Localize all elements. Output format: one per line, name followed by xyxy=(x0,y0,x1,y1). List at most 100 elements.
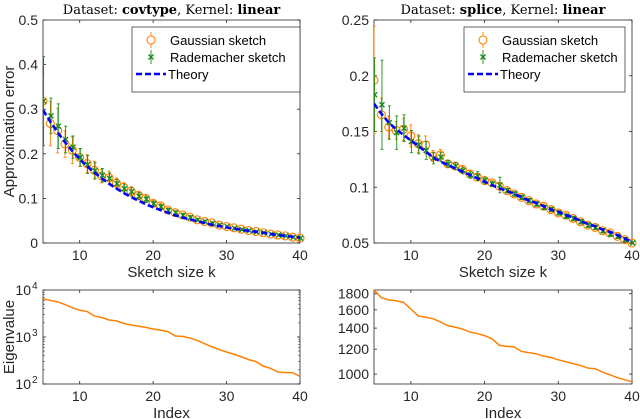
data-point-x xyxy=(55,123,62,130)
legend-entry: Rademacher sketch xyxy=(502,50,618,65)
y-tick-label: 1200 xyxy=(338,341,369,357)
y-tick-label: 0.25 xyxy=(342,12,369,28)
data-point-x xyxy=(275,231,282,238)
data-point-circle xyxy=(627,238,637,248)
data-point-circle xyxy=(516,192,526,202)
data-point-circle xyxy=(376,110,386,120)
data-point-circle xyxy=(605,228,615,238)
legend: Gaussian sketch Rademacher sketch Theory xyxy=(131,26,301,93)
legend-circle-icon xyxy=(478,35,488,45)
x-axis-label: Index xyxy=(485,405,522,419)
series-line-theory xyxy=(43,109,301,239)
y-tick-label: 10 xyxy=(15,376,31,392)
data-point-x xyxy=(150,200,157,207)
legend-entry: Rademacher sketch xyxy=(170,50,286,65)
y-tick-label: 10 xyxy=(15,329,31,345)
data-point-x xyxy=(437,154,444,161)
data-point-x xyxy=(374,91,378,98)
y-tick-label: 0 xyxy=(30,235,38,251)
y-tick-exponent: 2 xyxy=(32,375,38,386)
y-tick-label: 0.1 xyxy=(19,190,39,206)
x-tick-label: 10 xyxy=(403,388,419,404)
y-axis-label: Approximation error xyxy=(1,66,18,198)
data-point-circle xyxy=(590,222,600,232)
y-tick-label: 1400 xyxy=(338,320,369,336)
data-point-x xyxy=(570,215,577,222)
x-axis-label: Sketch size k xyxy=(127,264,216,281)
data-point-x xyxy=(136,193,143,200)
data-point-circle xyxy=(435,150,445,160)
data-point-circle xyxy=(538,201,549,211)
data-point-circle xyxy=(374,75,379,85)
y-tick-exponent: 3 xyxy=(32,328,38,339)
chart-title: Dataset: splice, Kernel: linear xyxy=(401,3,606,18)
legend-circle-icon xyxy=(146,35,156,45)
legend-box xyxy=(463,26,626,93)
title-label: , Kernel: xyxy=(177,3,237,18)
data-point-x xyxy=(401,125,408,132)
y-tick-label: 1800 xyxy=(338,286,369,302)
x-axis-label: Index xyxy=(153,405,190,419)
legend: Gaussian sketch Rademacher sketch Theory xyxy=(463,26,626,93)
data-point-x xyxy=(77,154,84,161)
y-tick-label: 0.15 xyxy=(342,124,369,140)
data-point-x xyxy=(496,182,503,189)
y-tick-label: 0.4 xyxy=(19,57,39,73)
legend-x-icon xyxy=(148,54,154,60)
axes-frame xyxy=(42,19,301,244)
chart-panel-top-left: 10 20 30 40 0 0.1 0.2 0.3 0.4 0.5 Sketch size k App… xyxy=(1,3,308,281)
x-axis-label: Sketch size k xyxy=(459,264,548,281)
data-point-x xyxy=(47,112,54,119)
data-point-circle xyxy=(133,190,144,200)
y-tick-label: 0.2 xyxy=(350,68,370,84)
data-point-circle xyxy=(398,124,409,134)
x-tick-label: 20 xyxy=(477,388,493,404)
data-point-x xyxy=(121,185,128,192)
axes-frame xyxy=(373,289,633,385)
legend-entry: Theory xyxy=(168,67,209,82)
legend-entry: Theory xyxy=(500,67,541,82)
x-tick-label: 30 xyxy=(550,247,566,263)
x-tick-label: 10 xyxy=(72,247,88,263)
y-tick-label: 0.05 xyxy=(342,235,369,251)
y-tick-label: 0.5 xyxy=(19,12,39,28)
data-point-x xyxy=(282,232,289,239)
y-tick-label: 0.3 xyxy=(19,101,39,117)
series-rademacher-sketch xyxy=(43,56,304,242)
x-tick-label: 20 xyxy=(477,247,493,263)
series-line-eigenvalue xyxy=(43,298,301,378)
title-value: covtype xyxy=(122,3,177,18)
data-point-circle xyxy=(295,233,305,243)
data-point-circle xyxy=(509,189,519,199)
y-tick-label: 0.2 xyxy=(19,146,39,162)
title-label: , Kernel: xyxy=(502,3,562,18)
data-point-circle xyxy=(104,173,114,183)
y-tick-label: 1600 xyxy=(338,302,369,318)
y-tick-label: 0.1 xyxy=(350,179,370,195)
plot-area xyxy=(374,26,637,248)
data-point-circle xyxy=(472,172,482,182)
plot-area xyxy=(43,56,305,243)
title-value: linear xyxy=(563,3,606,18)
legend-entry: Gaussian sketch xyxy=(170,33,266,48)
data-point-x xyxy=(128,188,135,195)
data-point-x xyxy=(99,172,106,179)
title-value: linear xyxy=(237,3,280,18)
plot-area xyxy=(43,298,301,378)
y-axis-label: Eigenvalue xyxy=(1,300,18,374)
x-tick-label: 40 xyxy=(292,247,308,263)
x-tick-label: 20 xyxy=(145,388,161,404)
title-value: splice xyxy=(460,3,502,18)
x-tick-label: 10 xyxy=(72,388,88,404)
series-line-theory xyxy=(374,102,633,244)
data-point-x xyxy=(629,240,636,246)
axes-frame xyxy=(42,289,301,385)
x-tick-label: 30 xyxy=(219,247,235,263)
x-tick-label: 30 xyxy=(550,388,566,404)
title-label: Dataset: xyxy=(63,3,122,18)
data-point-x xyxy=(92,167,98,174)
x-tick-label: 20 xyxy=(145,247,161,263)
legend-box xyxy=(131,26,301,93)
data-point-x xyxy=(114,180,121,187)
